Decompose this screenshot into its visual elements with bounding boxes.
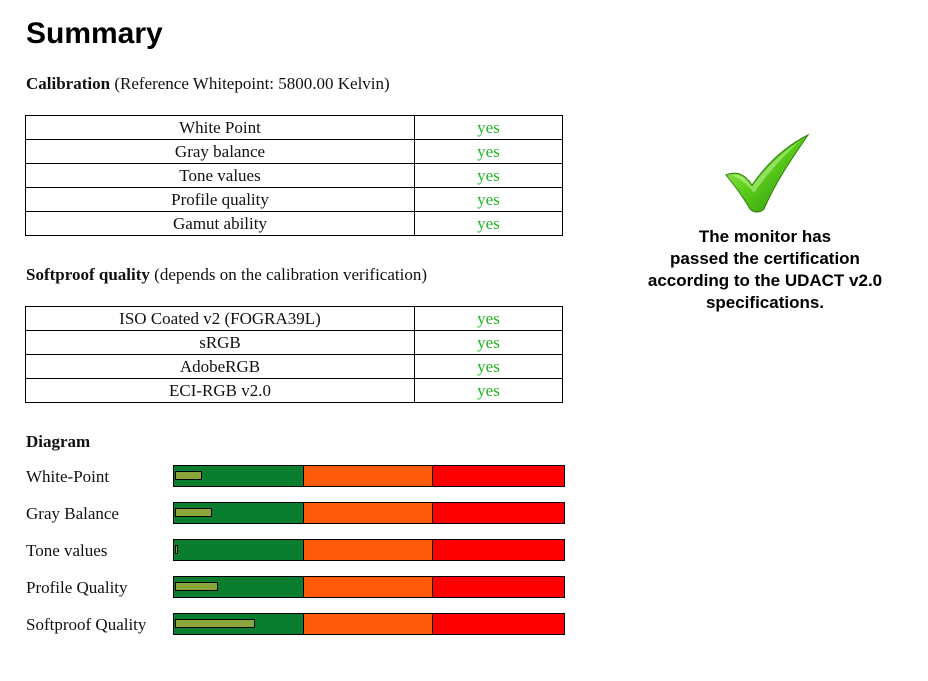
calibration-table: White Point yes Gray balance yes Tone va… — [25, 115, 563, 236]
bar-zone-red — [433, 540, 564, 560]
quality-bar — [173, 502, 565, 524]
certification-line: specifications. — [705, 293, 825, 312]
certification-line: passed the certification — [670, 249, 860, 268]
softproof-row-value: yes — [414, 354, 563, 379]
diagram-label: Softproof Quality — [26, 615, 147, 634]
quality-bar — [173, 465, 565, 487]
calibration-row-label: Gamut ability — [25, 211, 415, 236]
bar-zone-red — [433, 614, 564, 634]
table-row: Gray balance yes — [25, 139, 563, 164]
calibration-row-label: Tone values — [25, 163, 415, 188]
calibration-row-label: Profile quality — [25, 187, 415, 212]
calibration-row-value: yes — [414, 163, 563, 188]
bar-zone-green — [174, 540, 304, 560]
bar-level-indicator — [175, 619, 255, 628]
diagram-label: Gray Balance — [26, 504, 119, 523]
calibration-row-value: yes — [414, 187, 563, 212]
softproof-row-label: sRGB — [25, 330, 415, 355]
softproof-row-value: yes — [414, 378, 563, 403]
softproof-heading: Softproof quality (depends on the calibr… — [26, 265, 427, 285]
bar-zone-red — [433, 577, 564, 597]
softproof-row-value: yes — [414, 330, 563, 355]
bar-level-indicator — [175, 545, 178, 554]
table-row: Tone values yes — [25, 163, 563, 188]
calibration-heading-note: (Reference Whitepoint: 5800.00 Kelvin) — [114, 74, 390, 93]
calibration-row-label: White Point — [25, 115, 415, 140]
softproof-row-label: ISO Coated v2 (FOGRA39L) — [25, 306, 415, 331]
softproof-table: ISO Coated v2 (FOGRA39L) yes sRGB yes Ad… — [25, 306, 563, 403]
bar-zone-orange — [304, 614, 433, 634]
softproof-heading-note: (depends on the calibration verification… — [154, 265, 427, 284]
bar-zone-orange — [304, 577, 433, 597]
softproof-row-label: AdobeRGB — [25, 354, 415, 379]
bar-zone-green — [174, 466, 304, 486]
bar-zone-red — [433, 466, 564, 486]
quality-bar — [173, 539, 565, 561]
page-title: Summary — [26, 17, 163, 50]
bar-level-indicator — [175, 508, 212, 517]
diagram-label: White-Point — [26, 467, 110, 486]
green-checkmark-icon — [725, 133, 810, 213]
quality-bar — [173, 576, 565, 598]
diagram-row-profile-quality: Profile Quality — [26, 576, 566, 598]
bar-zone-orange — [304, 540, 433, 560]
table-row: White Point yes — [25, 115, 563, 140]
bar-level-indicator — [175, 471, 202, 480]
softproof-row-label: ECI-RGB v2.0 — [25, 378, 415, 403]
diagram-heading: Diagram — [26, 432, 90, 452]
table-row: Profile quality yes — [25, 187, 563, 212]
table-row: sRGB yes — [25, 330, 563, 355]
bar-level-indicator — [175, 582, 218, 591]
diagram-label: Profile Quality — [26, 578, 128, 597]
diagram-heading-label: Diagram — [26, 432, 91, 451]
table-row: Gamut ability yes — [25, 211, 563, 236]
calibration-row-label: Gray balance — [25, 139, 415, 164]
softproof-row-value: yes — [414, 306, 563, 331]
table-row: ECI-RGB v2.0 yes — [25, 378, 563, 403]
certification-line: The monitor has — [698, 227, 832, 246]
certification-message: The monitor has passed the certification… — [630, 226, 900, 314]
table-row: ISO Coated v2 (FOGRA39L) yes — [25, 306, 563, 331]
softproof-heading-label: Softproof quality — [26, 265, 150, 284]
calibration-row-value: yes — [414, 211, 563, 236]
table-row: AdobeRGB yes — [25, 354, 563, 379]
bar-zone-orange — [304, 503, 433, 523]
diagram-row-tone-values: Tone values — [26, 539, 566, 561]
calibration-row-value: yes — [414, 115, 563, 140]
certification-line: according to the UDACT v2.0 — [647, 271, 883, 290]
diagram-label: Tone values — [26, 541, 108, 560]
calibration-heading-label: Calibration — [26, 74, 111, 93]
calibration-row-value: yes — [414, 139, 563, 164]
diagram-row-gray-balance: Gray Balance — [26, 502, 566, 524]
quality-bar — [173, 613, 565, 635]
diagram-row-white-point: White-Point — [26, 465, 566, 487]
diagram-row-softproof-quality: Softproof Quality — [26, 613, 566, 635]
bar-zone-orange — [304, 466, 433, 486]
bar-zone-red — [433, 503, 564, 523]
calibration-heading: Calibration (Reference Whitepoint: 5800.… — [26, 74, 390, 94]
